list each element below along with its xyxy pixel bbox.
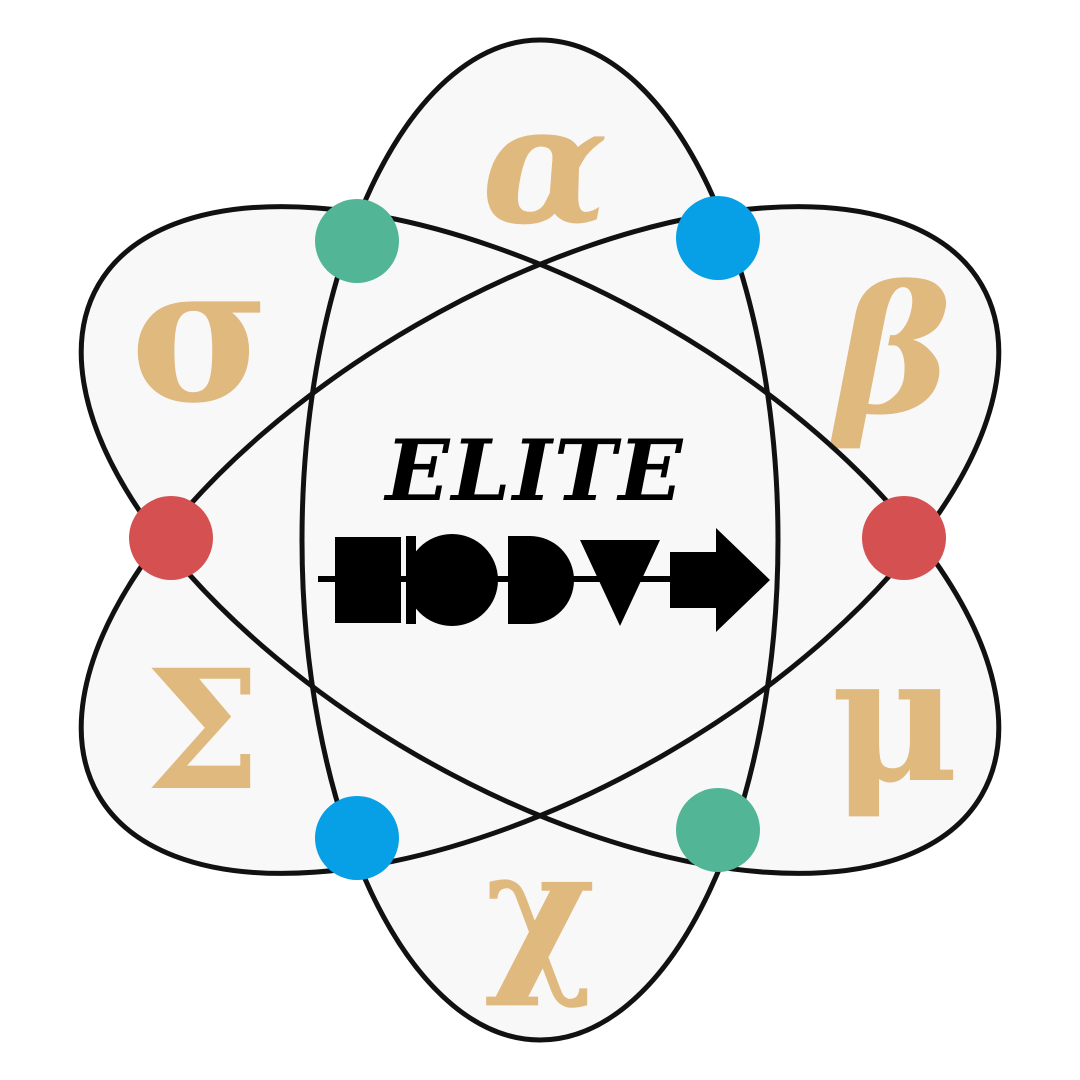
triangle-glyph — [580, 540, 660, 626]
orbit-nodes — [129, 196, 946, 880]
node-blue-bottom — [315, 796, 399, 880]
circle-glyph — [406, 534, 498, 626]
brand-wordmark: ELITE — [384, 421, 685, 520]
shape-sequence — [318, 528, 770, 632]
node-green-top — [315, 199, 399, 283]
orbit-diag-b — [78, 204, 1002, 876]
node-blue-top — [676, 196, 760, 280]
greek-symbols: α β μ χ Σ σ — [130, 67, 959, 1011]
node-red-left — [129, 496, 213, 580]
arrow-glyph — [670, 528, 770, 632]
node-green-bottom — [676, 788, 760, 872]
symbol-alpha: α — [482, 67, 609, 261]
symbol-sigma-lower: σ — [130, 222, 270, 445]
circle-glyph-bar — [406, 536, 416, 624]
orbit-diag-a — [78, 204, 1002, 876]
symbol-chi: χ — [484, 811, 596, 1011]
orbit-outlines — [78, 37, 1002, 1043]
symbol-sigma-upper: Σ — [145, 633, 262, 827]
symbol-mu: μ — [831, 617, 959, 822]
orbit-vertical — [299, 37, 781, 1043]
central-emblem: ELITE — [318, 421, 770, 632]
symbol-beta: β — [829, 249, 951, 454]
square-glyph — [335, 537, 401, 623]
half-disc-glyph — [508, 536, 574, 624]
node-red-right — [862, 496, 946, 580]
